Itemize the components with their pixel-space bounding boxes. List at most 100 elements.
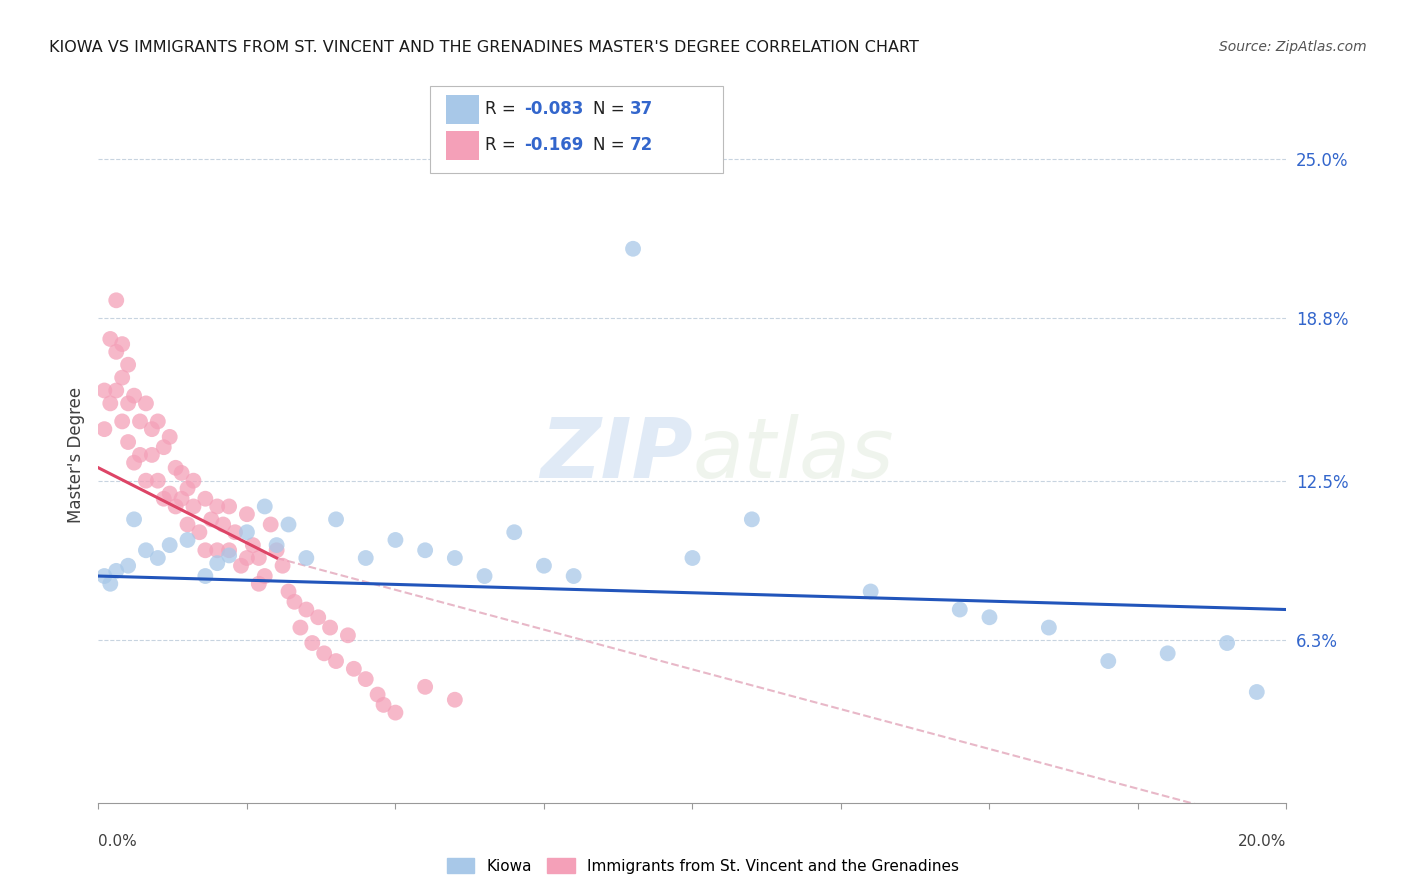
Point [170,491,193,506]
Text: N =: N = [593,100,630,118]
Point [146,414,169,428]
Point [229,558,252,573]
Point [443,692,465,706]
Point [290,621,312,635]
Point [152,491,174,506]
Point [319,621,342,635]
Point [325,654,347,668]
Point [384,706,406,720]
Point [146,474,169,488]
Point [1038,621,1060,635]
Point [325,512,347,526]
Point [188,525,211,540]
Text: 0.0%: 0.0% [98,834,138,848]
Point [117,396,139,410]
Point [621,242,644,256]
Text: -0.083: -0.083 [524,100,583,118]
Point [260,517,283,532]
Point [354,672,377,686]
Point [236,551,259,566]
Point [200,512,222,526]
Point [207,556,229,570]
Point [176,482,198,496]
Point [141,448,163,462]
Point [135,396,157,410]
Point [159,486,181,500]
Text: R =: R = [485,136,522,153]
Point [159,538,181,552]
Point [413,680,436,694]
Point [111,414,134,428]
Point [443,551,465,566]
Point [194,543,217,558]
Point [301,636,323,650]
Point [129,448,152,462]
Point [183,500,205,514]
Point [218,500,240,514]
Point [236,525,259,540]
Point [384,533,406,547]
Point [295,602,318,616]
Point [247,576,270,591]
Point [859,584,882,599]
Point [122,389,145,403]
Point [141,422,163,436]
Point [336,628,359,642]
Point [183,474,205,488]
Point [218,549,240,563]
Point [122,456,145,470]
Point [194,491,217,506]
Point [194,569,217,583]
Point [533,558,555,573]
Point [207,543,229,558]
Point [129,414,152,428]
Point [741,512,763,526]
Point [117,435,139,450]
Point [212,517,235,532]
Point [247,551,270,566]
Point [562,569,585,583]
Point [135,474,157,488]
Point [277,584,299,599]
Point [218,543,240,558]
Point [295,551,318,566]
Point [949,602,972,616]
Point [224,525,246,540]
Point [503,525,526,540]
Point [207,500,229,514]
Point [271,558,294,573]
Point [1156,646,1178,660]
Point [93,569,115,583]
Point [266,543,288,558]
Point [105,384,128,398]
Point [236,507,259,521]
Point [117,558,139,573]
Point [165,500,187,514]
Point [98,332,121,346]
Point [343,662,366,676]
Point [367,688,389,702]
Point [98,576,121,591]
Point [93,422,115,436]
Point [117,358,139,372]
Point [242,538,264,552]
Text: -0.169: -0.169 [524,136,583,153]
Point [354,551,377,566]
Point [111,337,134,351]
Point [122,512,145,526]
Point [111,370,134,384]
Text: 37: 37 [630,100,654,118]
Point [146,551,169,566]
Text: 72: 72 [630,136,654,153]
Text: KIOWA VS IMMIGRANTS FROM ST. VINCENT AND THE GRENADINES MASTER'S DEGREE CORRELAT: KIOWA VS IMMIGRANTS FROM ST. VINCENT AND… [49,40,920,55]
Point [1246,685,1268,699]
Point [105,344,128,359]
Point [105,564,128,578]
Point [307,610,329,624]
Point [314,646,336,660]
Text: N =: N = [593,136,630,153]
Point [159,430,181,444]
Point [105,293,128,308]
Point [170,466,193,480]
Text: 20.0%: 20.0% [1239,834,1286,848]
